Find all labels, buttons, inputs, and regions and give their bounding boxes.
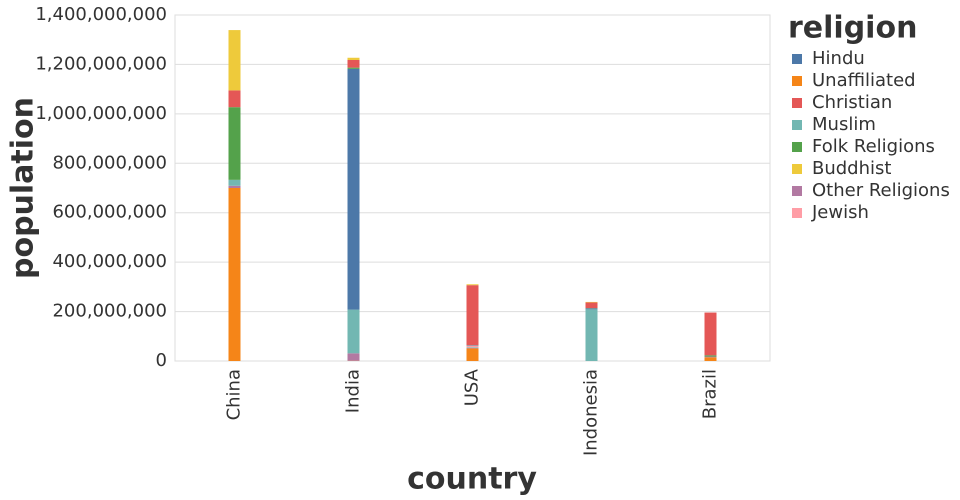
legend-swatch	[792, 208, 802, 218]
y-tick-label: 600,000,000	[52, 202, 167, 223]
y-tick-label: 0	[156, 350, 167, 371]
x-axis-title: country	[407, 462, 537, 497]
bar-segment	[228, 30, 241, 91]
x-tick-label: China	[224, 369, 245, 420]
legend-title: religion	[788, 11, 917, 46]
legend-label: Hindu	[812, 48, 865, 69]
legend-swatch	[792, 120, 802, 130]
bar-segment	[228, 107, 241, 180]
x-tick-label: USA	[462, 368, 483, 406]
x-tick-label: Brazil	[700, 369, 721, 419]
y-tick-label: 1,000,000,000	[35, 103, 167, 124]
bar-segment	[704, 355, 717, 357]
bar-segment	[347, 59, 360, 68]
bar-segment	[466, 285, 479, 346]
x-tick-label: India	[343, 369, 364, 413]
legend-label: Jewish	[811, 202, 869, 223]
legend-label: Other Religions	[812, 180, 950, 201]
bar-segment	[704, 356, 717, 358]
bar-segment	[585, 302, 598, 309]
bar-segment	[347, 57, 360, 60]
bar-segment	[466, 284, 479, 286]
legend-label: Unaffiliated	[812, 70, 916, 91]
bar-segment	[228, 179, 241, 186]
legend-label: Christian	[812, 92, 892, 113]
y-tick-label: 1,200,000,000	[35, 53, 167, 74]
x-tick-label: Indonesia	[581, 369, 602, 456]
bar-segment	[347, 67, 360, 69]
bar-segment	[466, 347, 479, 348]
bar-segment	[347, 68, 360, 310]
y-tick-label: 800,000,000	[52, 152, 167, 173]
legend-swatch	[792, 54, 802, 64]
legend-swatch	[792, 186, 802, 196]
legend-swatch	[792, 76, 802, 86]
bar-segment	[704, 357, 717, 361]
legend-label: Folk Religions	[812, 136, 935, 157]
bar-segment	[585, 308, 598, 310]
legend-label: Muslim	[812, 114, 876, 135]
legend-swatch	[792, 98, 802, 108]
y-axis-title: population	[6, 97, 41, 279]
legend-label: Buddhist	[812, 158, 891, 179]
y-tick-label: 1,400,000,000	[35, 4, 167, 25]
bar-segment	[228, 185, 241, 188]
bar-segment	[228, 188, 241, 361]
y-tick-label: 400,000,000	[52, 251, 167, 272]
bar-segment	[466, 345, 479, 348]
bar-segment	[347, 353, 360, 361]
bar-segment	[585, 309, 598, 361]
bar-segment	[704, 312, 717, 356]
y-tick-label: 200,000,000	[52, 301, 167, 322]
legend-swatch	[792, 142, 802, 152]
bar-segment	[228, 90, 241, 108]
bar-segment	[466, 348, 479, 361]
legend-swatch	[792, 164, 802, 174]
bar-segment	[347, 309, 360, 354]
